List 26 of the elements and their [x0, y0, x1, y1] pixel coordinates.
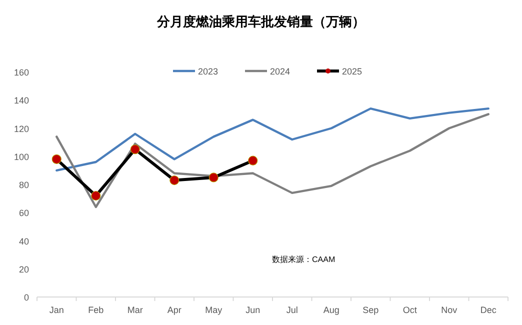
- y-tick-label: 20: [18, 264, 29, 274]
- chart-title: 分月度燃油乘用车批发销量（万辆）: [156, 14, 365, 29]
- y-tick-label: 120: [14, 124, 29, 134]
- x-tick-label: Jul: [286, 305, 298, 315]
- y-tick-label: 140: [14, 96, 29, 106]
- x-tick-label: Aug: [323, 305, 340, 315]
- x-tick-label: Jan: [49, 305, 64, 315]
- y-tick-label: 80: [18, 180, 29, 190]
- x-tick-label: Nov: [441, 305, 458, 315]
- x-tick-label: Mar: [127, 305, 143, 315]
- y-tick-label: 0: [24, 292, 29, 302]
- x-tick-label: Oct: [402, 305, 418, 315]
- x-tick-label: Sep: [362, 305, 379, 315]
- x-tick-label: Feb: [88, 305, 104, 315]
- legend-label: 2024: [270, 66, 290, 76]
- legend-label: 2025: [342, 66, 362, 76]
- legend-label: 2023: [198, 66, 218, 76]
- y-tick-label: 100: [14, 152, 29, 162]
- y-tick-label: 40: [18, 236, 29, 246]
- annotation: 数据来源：CAAM: [272, 255, 336, 264]
- x-tick-label: May: [205, 305, 223, 315]
- y-tick-label: 160: [14, 68, 29, 78]
- y-tick-label: 60: [18, 208, 29, 218]
- x-tick-label: Apr: [167, 305, 182, 315]
- x-tick-label: Dec: [480, 305, 497, 315]
- x-tick-label: Jun: [246, 305, 260, 315]
